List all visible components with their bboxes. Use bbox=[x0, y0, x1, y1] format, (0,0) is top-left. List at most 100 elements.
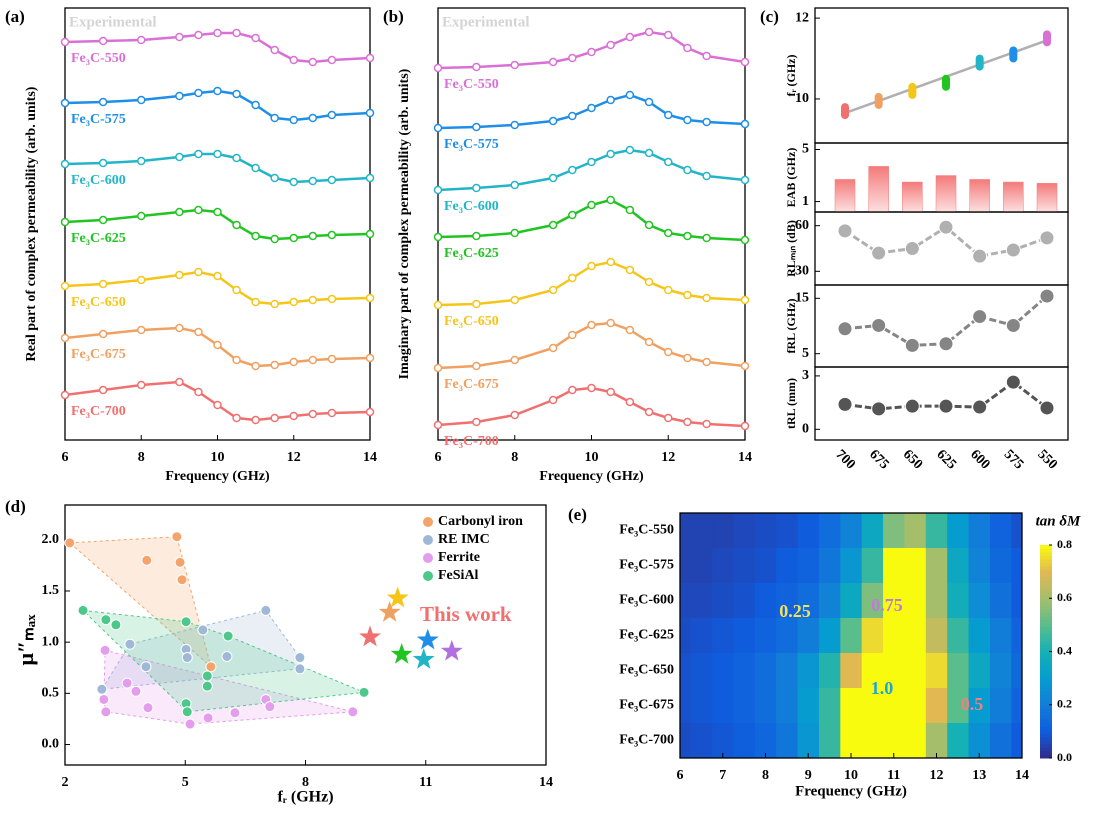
data-point bbox=[874, 92, 883, 109]
heat-cell bbox=[989, 653, 1012, 689]
data-point bbox=[568, 330, 577, 340]
heat-cell bbox=[680, 513, 692, 549]
data-point bbox=[625, 205, 635, 215]
heat-cell bbox=[733, 513, 756, 549]
heat-cell bbox=[797, 513, 820, 549]
colorbar-slice bbox=[1040, 679, 1052, 684]
heat-cell bbox=[712, 583, 735, 619]
data-point bbox=[110, 619, 122, 631]
data-point bbox=[327, 230, 337, 240]
heat-cell bbox=[690, 513, 713, 549]
colorbar-slice bbox=[1040, 623, 1052, 628]
bar bbox=[868, 166, 889, 213]
data-point bbox=[433, 363, 443, 373]
data-point bbox=[137, 211, 146, 221]
heat-cell bbox=[904, 513, 927, 549]
colorbar-slice bbox=[1040, 683, 1052, 688]
data-point bbox=[294, 663, 306, 675]
heat-cell bbox=[754, 618, 777, 654]
data-point bbox=[251, 231, 260, 241]
data-point bbox=[213, 86, 222, 96]
x-tick-label: 12 bbox=[661, 450, 675, 465]
heat-cell bbox=[712, 513, 735, 549]
colorbar-tick-label: 0.2 bbox=[1057, 697, 1072, 711]
colorbar-slice bbox=[1040, 676, 1052, 681]
data-point bbox=[472, 417, 481, 427]
x-axis-label: Frequency (GHz) bbox=[795, 783, 907, 799]
data-point bbox=[289, 297, 298, 307]
y-tick-label: Fe₃C-625 bbox=[619, 628, 674, 643]
star-point bbox=[416, 628, 439, 650]
data-point bbox=[60, 98, 70, 108]
colorbar-slice bbox=[1040, 718, 1052, 723]
legend-note: Experimental bbox=[442, 14, 530, 30]
data-point bbox=[365, 229, 375, 239]
data-point bbox=[433, 420, 443, 430]
data-point bbox=[644, 220, 654, 230]
series-label: Fe₃C-600 bbox=[444, 199, 499, 214]
data-point bbox=[232, 413, 241, 423]
data-point bbox=[232, 220, 241, 230]
data-point bbox=[289, 357, 298, 367]
heat-cell bbox=[680, 688, 692, 724]
data-point bbox=[625, 145, 635, 155]
colorbar-slice bbox=[1040, 601, 1052, 606]
data-point bbox=[137, 156, 146, 166]
x-tick-label: 14 bbox=[738, 450, 752, 465]
data-point bbox=[606, 318, 615, 328]
star-point bbox=[378, 600, 401, 622]
data-point bbox=[664, 157, 673, 167]
bar bbox=[1003, 181, 1024, 213]
heat-cell bbox=[754, 723, 777, 758]
x-axis-label: Frequency (GHz) bbox=[539, 469, 644, 484]
star-point bbox=[359, 625, 381, 647]
series-label: Fe₃C-675 bbox=[71, 347, 126, 362]
legend-note: Experimental bbox=[69, 14, 157, 30]
series-label: Fe₃C-675 bbox=[444, 377, 499, 392]
heat-cell bbox=[925, 513, 948, 549]
data-point bbox=[683, 353, 692, 363]
heat-cell bbox=[733, 583, 756, 619]
data-point bbox=[270, 45, 279, 55]
data-point bbox=[433, 300, 443, 310]
heat-cell bbox=[861, 723, 884, 758]
group-region bbox=[69, 536, 212, 668]
data-point bbox=[548, 395, 558, 405]
colorbar-tick-label: 0.6 bbox=[1057, 590, 1072, 604]
colorbar-slice bbox=[1040, 655, 1052, 660]
axes-frame bbox=[437, 7, 746, 441]
x-tick-label: 10 bbox=[844, 768, 858, 783]
heat-cell bbox=[754, 513, 777, 549]
data-point bbox=[232, 285, 241, 295]
data-point bbox=[606, 40, 615, 50]
colorbar-slice bbox=[1040, 697, 1052, 702]
data-point bbox=[683, 290, 692, 300]
colorbar-slice bbox=[1040, 591, 1052, 596]
data-point bbox=[98, 693, 110, 705]
colorbar-slice bbox=[1040, 562, 1052, 567]
colorbar-slice bbox=[1040, 733, 1052, 738]
data-point bbox=[98, 385, 108, 395]
data-point bbox=[871, 401, 887, 417]
data-point bbox=[510, 60, 519, 70]
data-point bbox=[327, 55, 337, 65]
series-label: Fe₃C-600 bbox=[71, 173, 126, 188]
heat-cell bbox=[968, 723, 991, 758]
data-point bbox=[975, 54, 984, 71]
heat-cell bbox=[989, 583, 1012, 619]
colorbar-slice bbox=[1040, 630, 1052, 635]
heat-cell bbox=[680, 653, 692, 689]
data-point bbox=[137, 380, 146, 390]
data-point bbox=[433, 185, 443, 195]
data-point bbox=[837, 223, 853, 239]
data-point bbox=[472, 361, 481, 371]
heat-cell bbox=[925, 688, 948, 724]
data-point bbox=[644, 337, 654, 347]
heat-cell bbox=[797, 653, 820, 689]
data-point bbox=[1039, 400, 1055, 416]
panel-label: (e) bbox=[568, 505, 587, 524]
data-point bbox=[837, 321, 853, 337]
data-point bbox=[260, 604, 272, 616]
data-point bbox=[77, 604, 89, 616]
data-point bbox=[221, 650, 233, 662]
